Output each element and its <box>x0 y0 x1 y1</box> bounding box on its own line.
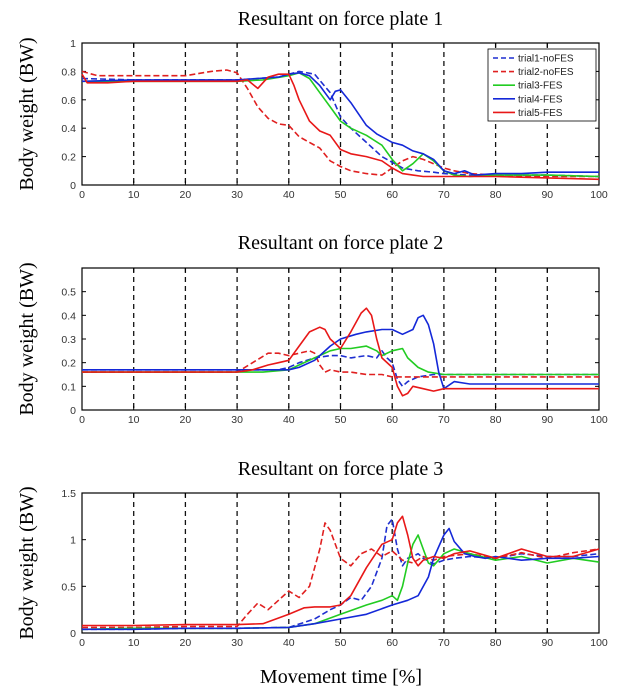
x-tick-label: 90 <box>541 637 553 649</box>
y-tick-label: 1 <box>70 535 76 547</box>
legend-label-trial3-fes: trial3-FES <box>518 81 563 92</box>
panel-title: Resultant on force plate 3 <box>238 458 444 480</box>
panel-force-plate-2: Resultant on force plate 2 Body weight (B… <box>16 232 608 426</box>
x-tick-label: 0 <box>79 637 85 649</box>
series-line-trial4-fes <box>81 72 599 176</box>
x-tick-label: 100 <box>590 637 608 649</box>
x-tick-label: 40 <box>283 414 295 426</box>
y-tick-label: 0.3 <box>61 334 76 346</box>
x-tick-label: 100 <box>590 189 608 201</box>
x-tick-label: 20 <box>180 414 192 426</box>
y-axis-label: Body weight (BW) <box>16 262 38 415</box>
y-tick-label: 0.2 <box>61 152 76 164</box>
y-tick-label: 0.4 <box>61 123 76 135</box>
y-tick-label: 0.2 <box>61 358 76 370</box>
x-tick-label: 60 <box>386 637 398 649</box>
x-tick-label: 70 <box>438 637 450 649</box>
x-tick-label: 90 <box>541 414 553 426</box>
x-tick-label: 70 <box>438 414 450 426</box>
panel-title: Resultant on force plate 1 <box>238 8 444 30</box>
y-tick-label: 1.5 <box>61 488 76 500</box>
x-tick-label: 90 <box>541 189 553 201</box>
panel-title: Resultant on force plate 2 <box>238 232 444 254</box>
x-tick-label: 100 <box>590 414 608 426</box>
y-tick-label: 0.8 <box>61 66 76 78</box>
y-tick-label: 0 <box>70 405 76 417</box>
legend-label-trial2-nofes: trial2-noFES <box>518 67 574 78</box>
x-tick-label: 30 <box>231 414 243 426</box>
legend-label-trial1-nofes: trial1-noFES <box>518 54 574 65</box>
x-tick-label: 50 <box>335 637 347 649</box>
panel-force-plate-3: Resultant on force plate 3 Body weight (B… <box>16 458 608 649</box>
panel-force-plate-1: Resultant on force plate 1 Body weight (B… <box>16 8 608 201</box>
x-tick-label: 20 <box>180 637 192 649</box>
y-axis-label: Body weight (BW) <box>16 37 38 190</box>
y-tick-label: 0.5 <box>61 581 76 593</box>
y-tick-label: 0.5 <box>61 287 76 299</box>
series-line-trial4-fes <box>82 314 599 390</box>
series-line-trial2-nofes <box>81 69 599 178</box>
x-tick-label: 0 <box>79 189 85 201</box>
x-tick-label: 30 <box>231 189 243 201</box>
series-line-trial3-fes <box>82 72 600 178</box>
x-tick-label: 40 <box>283 637 295 649</box>
x-tick-label: 60 <box>386 414 398 426</box>
x-axis-label: Movement time [%] <box>260 666 422 688</box>
y-tick-label: 0.6 <box>61 95 76 107</box>
x-tick-label: 10 <box>128 189 140 201</box>
x-tick-label: 30 <box>231 637 243 649</box>
series-line-trial5-fes <box>81 73 600 181</box>
x-tick-label: 80 <box>490 189 502 201</box>
x-tick-label: 50 <box>335 414 347 426</box>
x-tick-label: 70 <box>438 189 450 201</box>
x-tick-label: 0 <box>79 414 85 426</box>
x-tick-label: 60 <box>386 189 398 201</box>
x-tick-label: 20 <box>180 189 192 201</box>
series-line-trial1-nofes <box>81 70 600 178</box>
y-tick-label: 0 <box>70 628 76 640</box>
x-tick-label: 80 <box>490 637 502 649</box>
legend-label-trial4-fes: trial4-FES <box>518 94 563 105</box>
y-tick-label: 0.1 <box>61 381 76 393</box>
x-tick-label: 40 <box>283 189 295 201</box>
x-tick-label: 10 <box>128 637 140 649</box>
y-tick-label: 0.4 <box>61 310 76 322</box>
series-line-trial5-fes <box>82 307 599 397</box>
series-line-trial5-fes <box>82 515 600 627</box>
x-tick-label: 80 <box>490 414 502 426</box>
y-tick-label: 0 <box>70 180 76 192</box>
y-tick-label: 1 <box>70 38 76 50</box>
y-axis-label: Body weight (BW) <box>16 486 38 639</box>
series-line-trial2-nofes <box>82 349 599 378</box>
x-tick-label: 50 <box>335 189 347 201</box>
series-line-trial3-fes <box>82 345 599 376</box>
legend-label-trial5-fes: trial5-FES <box>518 108 563 119</box>
x-tick-label: 10 <box>128 414 140 426</box>
